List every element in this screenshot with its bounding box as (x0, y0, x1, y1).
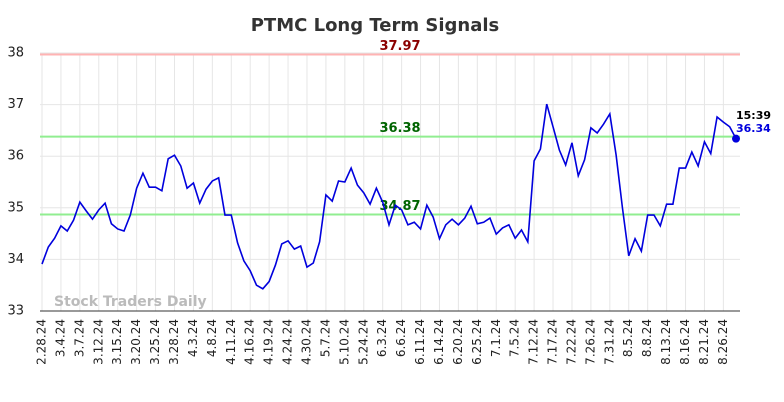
y-tick-label: 37 (7, 97, 24, 112)
x-tick-label: 7.5.24 (508, 319, 522, 357)
last-value: 36.34 (736, 122, 771, 135)
x-tick-label: 4.24.24 (281, 319, 295, 365)
x-tick-label: 3.20.24 (129, 319, 143, 365)
y-tick-label: 34 (7, 252, 24, 267)
x-tick-label: 5.10.24 (337, 319, 351, 365)
x-tick-label: 3.25.24 (148, 319, 162, 365)
x-tick-label: 6.3.24 (375, 319, 389, 357)
y-tick-label: 33 (7, 304, 24, 319)
price-line (41, 103, 737, 290)
x-tick-label: 4.30.24 (299, 319, 313, 365)
x-tick-label: 6.6.24 (394, 319, 408, 357)
signal-label: 37.97 (379, 39, 420, 54)
x-tick-label: 3.7.24 (72, 319, 86, 357)
x-tick-label: 7.26.24 (583, 319, 597, 365)
x-tick-label: 8.16.24 (678, 319, 692, 365)
watermark: Stock Traders Daily (54, 294, 207, 310)
x-tick-label: 8.8.24 (640, 319, 654, 357)
last-point (732, 134, 740, 143)
x-tick-label: 8.13.24 (659, 319, 673, 365)
y-tick-label: 35 (7, 200, 24, 215)
x-tick-label: 5.24.24 (356, 319, 370, 365)
x-tick-label: 3.12.24 (91, 319, 105, 365)
x-tick-label: 5.7.24 (318, 319, 332, 357)
x-tick-label: 4.19.24 (262, 319, 276, 365)
x-tick-label: 7.22.24 (564, 319, 578, 365)
x-tick-label: 8.5.24 (621, 319, 635, 357)
signal-label: 36.38 (379, 121, 420, 136)
x-tick-label: 2.28.24 (35, 319, 49, 365)
x-tick-label: 4.16.24 (243, 319, 257, 365)
x-tick-label: 6.25.24 (470, 319, 484, 365)
x-tick-label: 3.28.24 (167, 319, 181, 365)
x-tick-label: 7.31.24 (602, 319, 616, 365)
x-tick-label: 6.20.24 (451, 319, 465, 365)
chart-title: PTMC Long Term Signals (251, 15, 500, 36)
x-tick-label: 7.17.24 (546, 319, 560, 365)
last-time: 15:39 (736, 109, 771, 122)
x-tick-label: 4.11.24 (224, 319, 238, 365)
x-tick-label: 6.14.24 (432, 319, 446, 365)
y-tick-label: 38 (7, 46, 24, 61)
x-tick-label: 7.12.24 (527, 319, 541, 365)
x-tick-label: 4.3.24 (186, 319, 200, 357)
signal-label: 34.87 (379, 199, 420, 214)
x-tick-label: 3.4.24 (53, 319, 67, 357)
x-tick-label: 8.21.24 (697, 319, 711, 365)
x-tick-label: 4.8.24 (205, 319, 219, 357)
x-tick-label: 7.1.24 (489, 319, 503, 357)
x-tick-label: 3.15.24 (110, 319, 124, 365)
x-tick-label: 6.11.24 (413, 319, 427, 365)
y-tick-label: 36 (7, 149, 24, 164)
x-tick-label: 8.26.24 (716, 319, 730, 365)
